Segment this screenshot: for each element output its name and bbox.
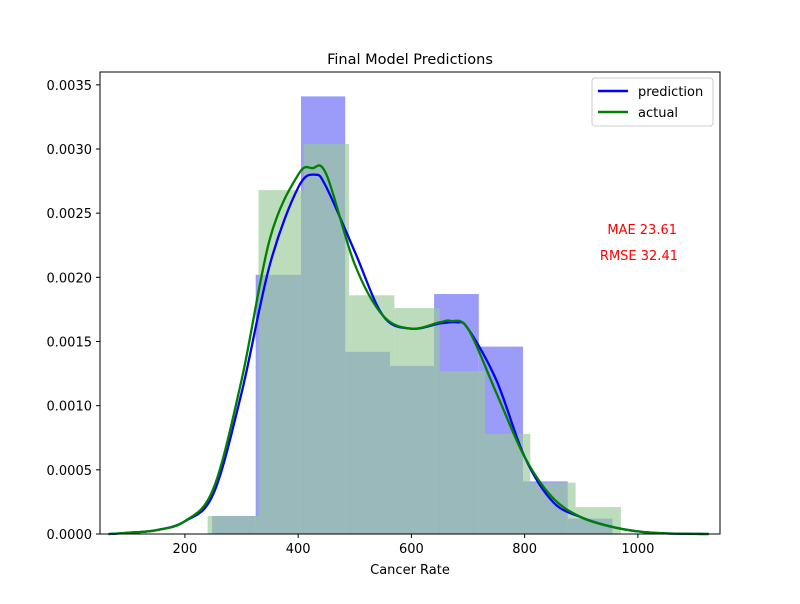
- x-tick-label: 600: [399, 542, 424, 557]
- y-tick-label: 0.0035: [47, 79, 93, 94]
- y-tick-label: 0.0025: [47, 207, 93, 222]
- actual-bar-5: [439, 371, 485, 534]
- axes: [96, 71, 721, 538]
- actual-bar-2: [303, 143, 350, 534]
- actual-bar-6: [485, 433, 531, 534]
- legend-actual-label: actual: [638, 106, 678, 121]
- chart-title: Final Model Predictions: [327, 52, 493, 68]
- y-tick-label: 0.0020: [47, 271, 93, 286]
- legend: prediction actual: [591, 77, 714, 127]
- legend-prediction-label: prediction: [638, 85, 703, 100]
- actual-density-line: [108, 164, 709, 536]
- x-tick-label: 400: [286, 542, 311, 557]
- actual-bar-0: [207, 516, 259, 534]
- actual-histogram: [207, 143, 621, 534]
- tick-labels: 200 400 600 800 1000 0.0000 0.0005 0.0010 0.0015…: [47, 79, 655, 557]
- y-tick-label: 0.0005: [47, 464, 93, 479]
- actual-bar-7: [530, 482, 576, 534]
- actual-bar-3: [349, 295, 395, 534]
- y-tick-label: 0.0030: [47, 143, 93, 158]
- y-tick-label: 0.0010: [47, 400, 93, 415]
- y-tick-label: 0.0000: [47, 528, 93, 543]
- mae-annotation: MAE 23.61: [607, 223, 677, 238]
- actual-bar-8: [575, 507, 621, 534]
- x-axis-label: Cancer Rate: [370, 563, 450, 578]
- rmse-annotation: RMSE 32.41: [600, 249, 678, 264]
- plot-frame: [99, 71, 721, 535]
- x-tick-label: 200: [173, 542, 198, 557]
- actual-bar-1: [258, 190, 304, 534]
- actual-bar-4: [394, 308, 440, 534]
- x-tick-label: 800: [512, 542, 537, 557]
- density-curves: [108, 164, 709, 536]
- x-tick-label: 1000: [621, 542, 654, 557]
- y-tick-label: 0.0015: [47, 336, 93, 351]
